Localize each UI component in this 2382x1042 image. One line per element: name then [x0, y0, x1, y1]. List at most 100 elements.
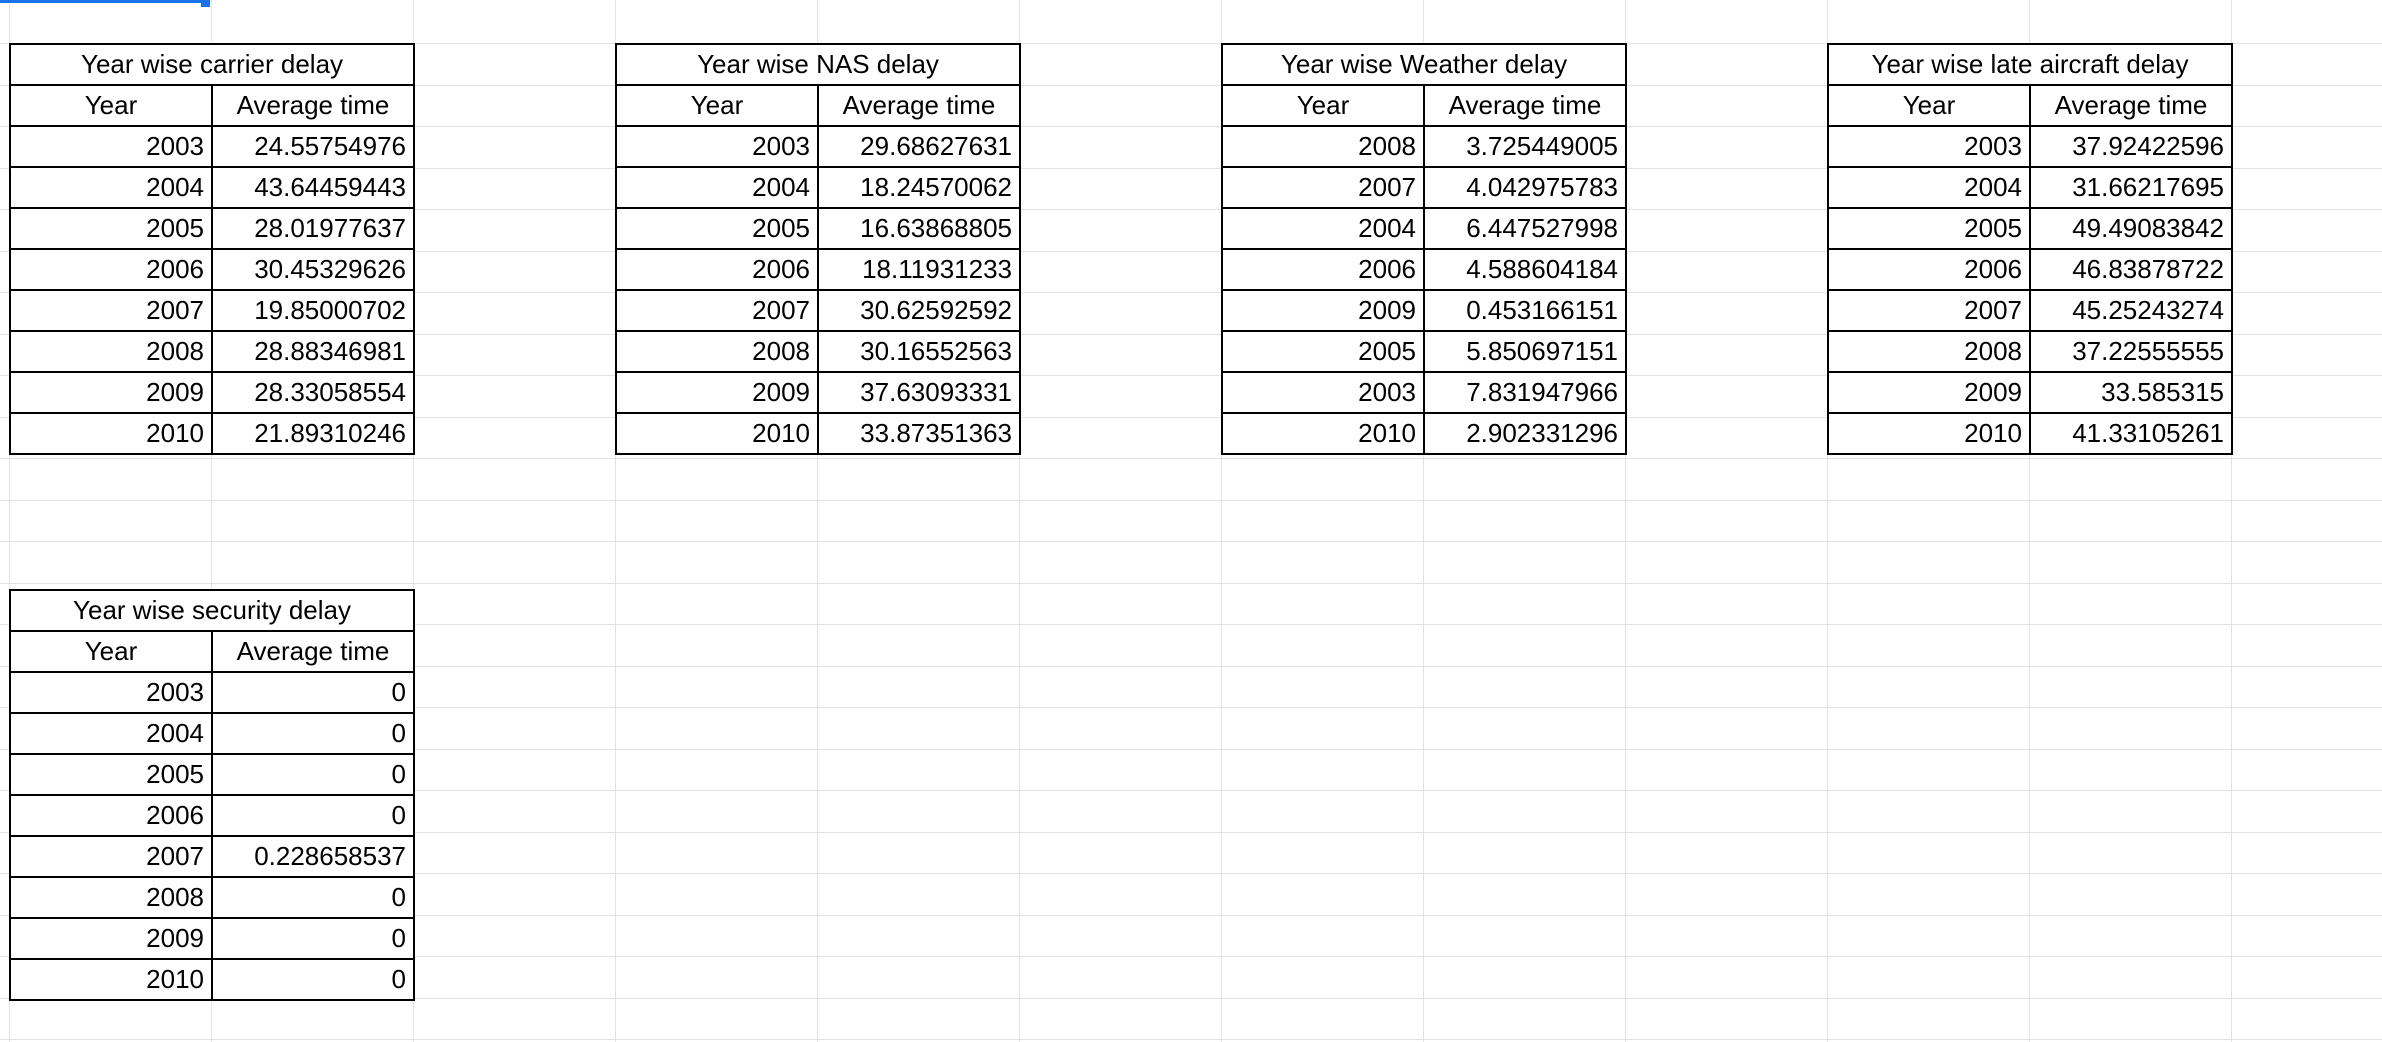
- value-cell[interactable]: 30.16552563: [817, 330, 1021, 373]
- value-cell[interactable]: 18.11931233: [817, 248, 1021, 291]
- year-cell[interactable]: 2006: [1827, 248, 2031, 291]
- value-cell[interactable]: 28.01977637: [210, 207, 416, 250]
- year-cell[interactable]: 2006: [1221, 248, 1425, 291]
- value-cell[interactable]: 24.55754976: [210, 125, 416, 168]
- year-cell[interactable]: 2009: [615, 371, 819, 414]
- value-cell[interactable]: 19.85000702: [210, 289, 416, 332]
- year-cell[interactable]: 2006: [615, 248, 819, 291]
- value-cell[interactable]: 0: [210, 753, 416, 796]
- year-cell[interactable]: 2003: [1827, 125, 2031, 168]
- column-header-year[interactable]: Year: [1221, 84, 1425, 127]
- year-cell[interactable]: 2005: [615, 207, 819, 250]
- year-cell[interactable]: 2003: [9, 125, 213, 168]
- year-cell[interactable]: 2004: [9, 166, 213, 209]
- value-cell[interactable]: 21.89310246: [210, 412, 416, 455]
- table-title[interactable]: Year wise late aircraft delay: [1826, 43, 2234, 86]
- value-cell[interactable]: 2.902331296: [1422, 412, 1628, 455]
- table-title[interactable]: Year wise carrier delay: [8, 43, 416, 86]
- value-cell[interactable]: 4.588604184: [1422, 248, 1628, 291]
- value-cell[interactable]: 33.585315: [2028, 371, 2234, 414]
- year-cell[interactable]: 2004: [1827, 166, 2031, 209]
- value-cell[interactable]: 0: [210, 876, 416, 919]
- value-cell[interactable]: 29.68627631: [817, 125, 1021, 168]
- year-cell[interactable]: 2008: [9, 330, 213, 373]
- value-cell[interactable]: 31.66217695: [2028, 166, 2234, 209]
- value-cell[interactable]: 45.25243274: [2028, 289, 2234, 332]
- year-cell[interactable]: 2004: [615, 166, 819, 209]
- value-cell[interactable]: 37.22555555: [2028, 330, 2234, 373]
- year-cell[interactable]: 2009: [9, 917, 213, 960]
- year-cell[interactable]: 2009: [1221, 289, 1425, 332]
- year-cell[interactable]: 2008: [615, 330, 819, 373]
- year-cell[interactable]: 2003: [1221, 371, 1425, 414]
- value-cell[interactable]: 3.725449005: [1422, 125, 1628, 168]
- value-cell[interactable]: 16.63868805: [817, 207, 1021, 250]
- value-cell[interactable]: 0.228658537: [210, 835, 416, 878]
- value-cell[interactable]: 30.62592592: [817, 289, 1021, 332]
- column-header-average-time[interactable]: Average time: [1422, 84, 1628, 127]
- year-cell[interactable]: 2007: [9, 289, 213, 332]
- table-title[interactable]: Year wise NAS delay: [615, 43, 1021, 86]
- year-cell[interactable]: 2007: [1827, 289, 2031, 332]
- grid-row-line: [0, 1039, 2382, 1040]
- column-header-average-time[interactable]: Average time: [2028, 84, 2234, 127]
- year-cell[interactable]: 2009: [9, 371, 213, 414]
- value-cell[interactable]: 0: [210, 794, 416, 837]
- year-cell[interactable]: 2010: [1827, 412, 2031, 455]
- grid-row-line: [0, 209, 2382, 210]
- year-cell[interactable]: 2005: [1827, 207, 2031, 250]
- year-cell[interactable]: 2005: [9, 207, 213, 250]
- year-cell[interactable]: 2006: [9, 248, 213, 291]
- year-cell[interactable]: 2004: [1221, 207, 1425, 250]
- year-cell[interactable]: 2007: [615, 289, 819, 332]
- value-cell[interactable]: 49.49083842: [2028, 207, 2234, 250]
- value-cell[interactable]: 0: [210, 671, 416, 714]
- year-cell[interactable]: 2008: [1827, 330, 2031, 373]
- column-header-year[interactable]: Year: [9, 84, 213, 127]
- column-header-average-time[interactable]: Average time: [817, 84, 1021, 127]
- value-cell[interactable]: 0: [210, 958, 416, 1001]
- year-cell[interactable]: 2008: [1221, 125, 1425, 168]
- column-header-year[interactable]: Year: [9, 630, 213, 673]
- year-cell[interactable]: 2010: [615, 412, 819, 455]
- column-header-year[interactable]: Year: [1827, 84, 2031, 127]
- value-cell[interactable]: 28.33058554: [210, 371, 416, 414]
- value-cell[interactable]: 37.92422596: [2028, 125, 2234, 168]
- value-cell[interactable]: 41.33105261: [2028, 412, 2234, 455]
- value-cell[interactable]: 33.87351363: [817, 412, 1021, 455]
- year-cell[interactable]: 2004: [9, 712, 213, 755]
- value-cell[interactable]: 7.831947966: [1422, 371, 1628, 414]
- year-cell[interactable]: 2006: [9, 794, 213, 837]
- year-cell[interactable]: 2003: [615, 125, 819, 168]
- value-cell[interactable]: 0: [210, 917, 416, 960]
- value-cell[interactable]: 18.24570062: [817, 166, 1021, 209]
- value-cell[interactable]: 46.83878722: [2028, 248, 2234, 291]
- year-cell[interactable]: 2007: [9, 835, 213, 878]
- fill-handle[interactable]: [201, 0, 210, 7]
- year-cell[interactable]: 2007: [1221, 166, 1425, 209]
- value-cell[interactable]: 43.64459443: [210, 166, 416, 209]
- column-header-year[interactable]: Year: [615, 84, 819, 127]
- value-cell[interactable]: 4.042975783: [1422, 166, 1628, 209]
- table-row: 2007 45.25243274: [1827, 289, 2234, 332]
- year-cell[interactable]: 2003: [9, 671, 213, 714]
- year-cell[interactable]: 2005: [9, 753, 213, 796]
- year-cell[interactable]: 2008: [9, 876, 213, 919]
- value-cell[interactable]: 5.850697151: [1422, 330, 1628, 373]
- year-cell[interactable]: 2005: [1221, 330, 1425, 373]
- column-header-average-time[interactable]: Average time: [210, 630, 416, 673]
- value-cell[interactable]: 30.45329626: [210, 248, 416, 291]
- value-cell[interactable]: 6.447527998: [1422, 207, 1628, 250]
- year-cell[interactable]: 2009: [1827, 371, 2031, 414]
- year-cell[interactable]: 2010: [1221, 412, 1425, 455]
- column-header-average-time[interactable]: Average time: [210, 84, 416, 127]
- value-cell[interactable]: 0.453166151: [1422, 289, 1628, 332]
- value-cell[interactable]: 37.63093331: [817, 371, 1021, 414]
- table-title[interactable]: Year wise security delay: [8, 589, 416, 632]
- year-cell[interactable]: 2010: [9, 412, 213, 455]
- year-cell[interactable]: 2010: [9, 958, 213, 1001]
- value-cell[interactable]: 0: [210, 712, 416, 755]
- table-title[interactable]: Year wise Weather delay: [1220, 43, 1628, 86]
- value-cell[interactable]: 28.88346981: [210, 330, 416, 373]
